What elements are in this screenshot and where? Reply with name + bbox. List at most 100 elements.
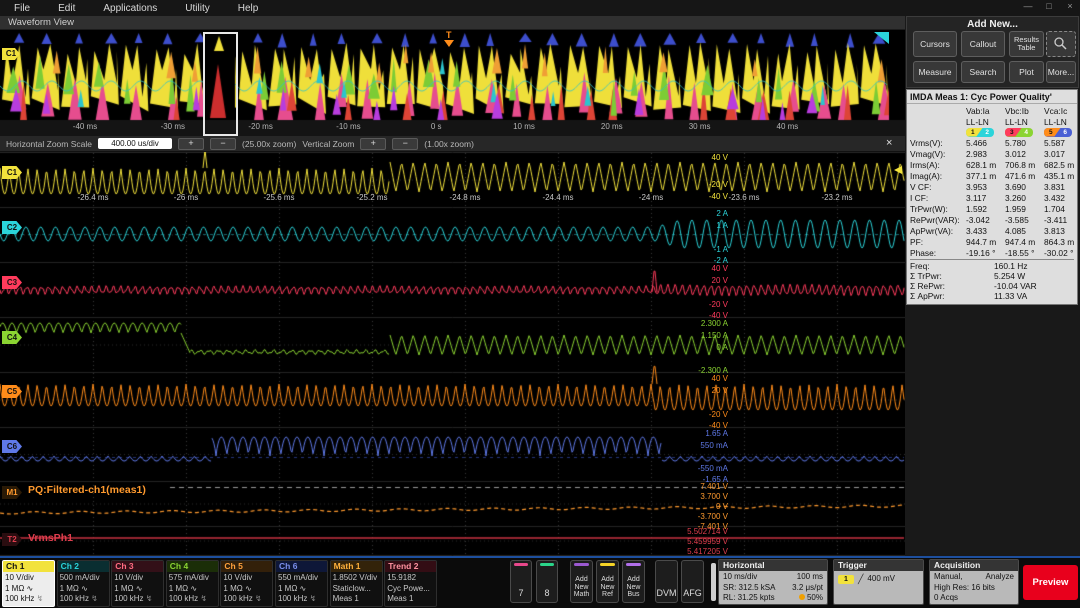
- add-new-plot[interactable]: Plot: [1009, 61, 1044, 83]
- imda-row: Irms(A):628.1 m706.8 m682.5 m: [910, 159, 1074, 170]
- channel-card-line: 575 mA/div: [169, 573, 216, 584]
- h-zoom-plus-button[interactable]: +: [178, 138, 204, 150]
- button-add-new-math[interactable]: Add New Math: [570, 560, 593, 603]
- add-new-callout[interactable]: Callout: [961, 31, 1005, 57]
- imda-cell: 682.5 m: [1044, 159, 1080, 170]
- channel-card-ch-1[interactable]: Ch 110 V/div1 MΩ ∿100 kHz ↯: [2, 560, 55, 607]
- imda-badge-row: 123456: [910, 127, 1074, 137]
- imda-sub-header: LL-LN: [966, 116, 1005, 127]
- channel-card-line: 500 mA/div: [60, 573, 107, 584]
- menu-items: FileEditApplicationsUtilityHelp: [0, 3, 272, 14]
- button-add-new-ref[interactable]: Add New Ref: [596, 560, 619, 603]
- button-8[interactable]: 8: [536, 560, 558, 603]
- zoom-tool-button[interactable]: [1046, 31, 1076, 57]
- button-afg[interactable]: AFG: [681, 560, 704, 603]
- overview-time-label: 20 ms: [601, 122, 623, 131]
- add-new-search[interactable]: Search: [961, 61, 1005, 83]
- close-zoom-icon[interactable]: ×: [886, 137, 892, 149]
- channel-card-header: Math 1: [331, 561, 382, 572]
- channel-card-line: 15.9182: [387, 573, 434, 584]
- mini-btn-label: Add New Math: [571, 576, 592, 599]
- button-7[interactable]: 7: [510, 560, 532, 603]
- add-new-measure[interactable]: Measure: [913, 61, 957, 83]
- imda-cell: -3.411: [1044, 214, 1080, 225]
- channel-color-stripe: [540, 563, 554, 566]
- bottom-divider-handle[interactable]: [711, 563, 716, 601]
- h-zoom-scale-input[interactable]: 400.00 us/div: [98, 138, 172, 149]
- ac-coupling-icon: ∿: [243, 584, 252, 593]
- channel-card-ch-4[interactable]: Ch 4575 mA/div1 MΩ ∿100 kHz ↯: [166, 560, 219, 607]
- channel-card-ch-2[interactable]: Ch 2500 mA/div1 MΩ ∿100 kHz ↯: [57, 560, 110, 607]
- overview-time-label: -10 ms: [336, 122, 360, 131]
- horizontal-panel-body: 10 ms/div100 msSR: 312.5 kSA3.2 μs/ptRL:…: [719, 571, 827, 605]
- ac-coupling-icon: ∿: [134, 584, 143, 593]
- menu-help[interactable]: Help: [224, 3, 273, 14]
- overview-zoom-window[interactable]: [203, 32, 238, 136]
- minimize-icon[interactable]: —: [1022, 1, 1034, 11]
- channel-card-line: 100 kHz ↯: [114, 594, 161, 605]
- scale-label-c6: -550 mA: [698, 464, 728, 473]
- ac-coupling-icon: ∿: [297, 584, 306, 593]
- preview-button[interactable]: Preview: [1023, 565, 1078, 600]
- button-add-new-bus[interactable]: Add New Bus: [622, 560, 645, 603]
- scale-label-c5: 40 V: [712, 374, 728, 383]
- h-zoom-scale-label: Horizontal Zoom Scale: [6, 139, 92, 149]
- channel-card-math-1[interactable]: Math 11.8502 V/divStaticlow...Meas 1: [330, 560, 383, 607]
- channel-card-body: 550 mA/div1 MΩ ∿100 kHz ↯: [276, 572, 327, 606]
- overview-time-label: -40 ms: [73, 122, 97, 131]
- channel-card-header: Ch 1: [3, 561, 54, 572]
- imda-row-label: V CF:: [910, 181, 966, 192]
- imda-row-label: RePwr(VAR):: [910, 214, 966, 225]
- menu-edit[interactable]: Edit: [44, 3, 89, 14]
- imda-cell: 3.433: [966, 225, 1005, 236]
- imda-summary-label: Σ RePwr:: [910, 281, 966, 291]
- imda-row-label: TrPwr(W):: [910, 203, 966, 214]
- v-zoom-plus-button[interactable]: +: [360, 138, 386, 150]
- zoom-time-label: -26 ms: [174, 193, 198, 202]
- channel-card-line: Cyc Powe...: [387, 584, 434, 595]
- channel-card-body: 500 mA/div1 MΩ ∿100 kHz ↯: [58, 572, 109, 606]
- trigger-source-badge[interactable]: 1: [838, 575, 854, 584]
- trace-label-m1: PQ:Filtered-ch1(meas1): [28, 484, 146, 496]
- channel-card-line: 1 MΩ ∿: [60, 584, 107, 595]
- channel-card-ch-6[interactable]: Ch 6550 mA/div1 MΩ ∿100 kHz ↯: [275, 560, 328, 607]
- imda-cell: 3.260: [1005, 192, 1044, 203]
- scale-label-c3: -20 V: [709, 300, 728, 309]
- channel-card-body: 10 V/div1 MΩ ∿100 kHz ↯: [112, 572, 163, 606]
- add-new-more[interactable]: More...: [1046, 61, 1076, 83]
- menu-utility[interactable]: Utility: [171, 3, 223, 14]
- channel-card-ch-5[interactable]: Ch 510 V/div1 MΩ ∿100 kHz ↯: [220, 560, 273, 607]
- imda-cell: 1.704: [1044, 203, 1080, 214]
- imda-row: PF:944.7 m947.4 m864.3 m: [910, 236, 1074, 247]
- zoom-time-label: -23.2 ms: [821, 193, 852, 202]
- v-zoom-minus-button[interactable]: −: [392, 138, 418, 150]
- imda-cell: 944.7 m: [966, 236, 1005, 247]
- acquisition-mode: Manual,: [934, 572, 962, 583]
- trigger-level-arrow-icon[interactable]: [894, 166, 902, 174]
- add-new-results-table[interactable]: Results Table: [1009, 31, 1044, 57]
- trigger-position-marker[interactable]: T: [446, 30, 452, 40]
- menu-applications[interactable]: Applications: [89, 3, 171, 14]
- channel-card-ch-3[interactable]: Ch 310 V/div1 MΩ ∿100 kHz ↯: [111, 560, 164, 607]
- menu-file[interactable]: File: [0, 3, 44, 14]
- imda-cell: 3.813: [1044, 225, 1080, 236]
- add-new-cursors[interactable]: Cursors: [913, 31, 957, 57]
- channel-card-trend-2[interactable]: Trend 215.9182Cyc Powe...Meas 1: [384, 560, 437, 607]
- horizontal-row: 10 ms/div100 ms: [723, 572, 823, 583]
- zoom-waveform-view[interactable]: C140 V-20 V-40 VC22 A1 A-1 A-2 AC340 V20…: [0, 152, 905, 556]
- waveform-view-tab[interactable]: Waveform View: [0, 16, 905, 30]
- imda-cell: 5.587: [1044, 137, 1080, 148]
- imda-cell: 5.780: [1005, 137, 1044, 148]
- channel-card-line: 100 kHz ↯: [5, 594, 52, 605]
- imda-header-row: Vab:IaVbc:IbVca:Ic: [910, 105, 1074, 116]
- channel-card-line: 1.8502 V/div: [333, 573, 380, 584]
- channel-card-line: 1 MΩ ∿: [5, 584, 52, 595]
- h-zoom-factor: (25.00x zoom): [242, 139, 296, 149]
- imda-row-label: ApPwr(VA):: [910, 225, 966, 236]
- overview-strip[interactable]: C1 T -40 ms-30 ms-20 ms-10 ms0 s10 ms20 …: [0, 30, 905, 136]
- close-window-icon[interactable]: ×: [1064, 1, 1076, 11]
- maximize-icon[interactable]: □: [1043, 1, 1055, 11]
- imda-col-header: Vab:Ia: [966, 105, 1005, 116]
- button-dvm[interactable]: DVM: [655, 560, 678, 603]
- h-zoom-minus-button[interactable]: −: [210, 138, 236, 150]
